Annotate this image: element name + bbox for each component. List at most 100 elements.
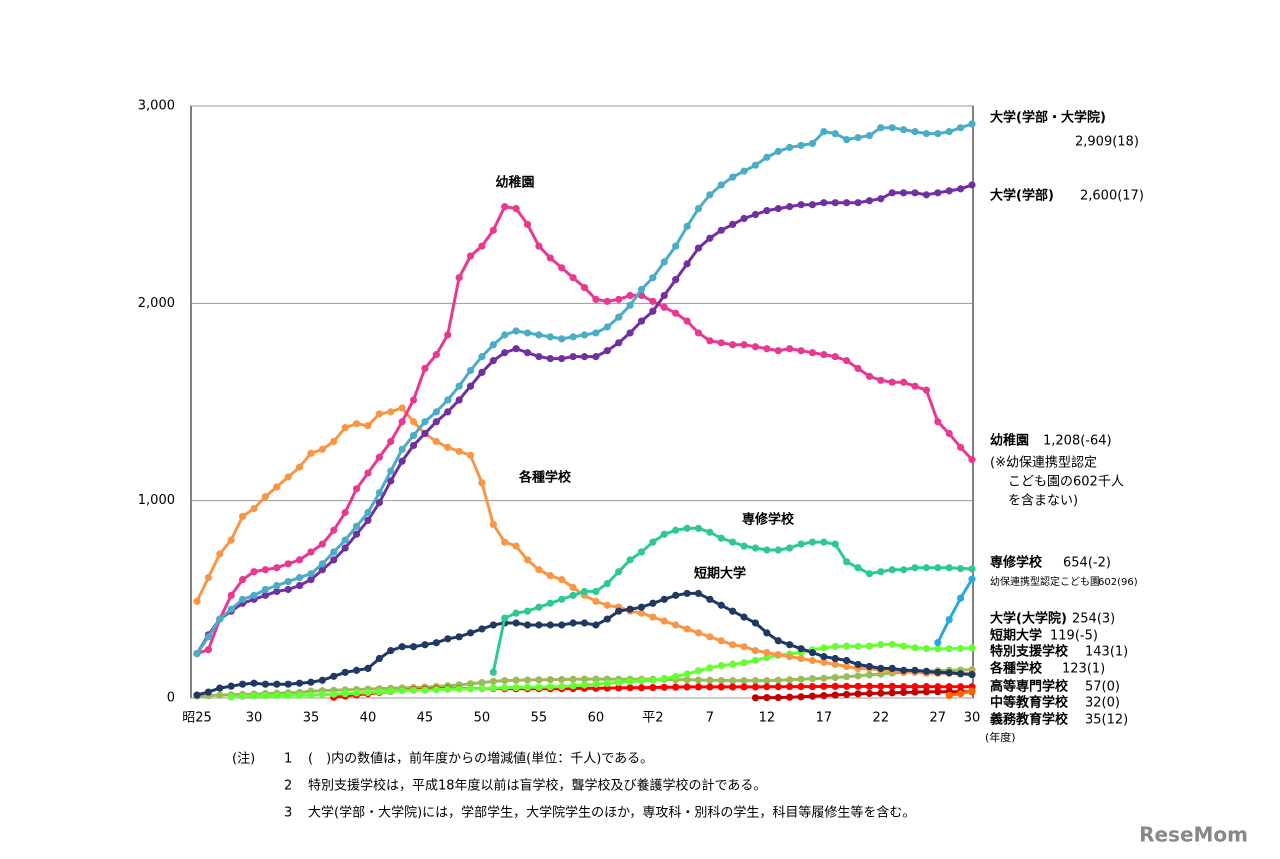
data-point <box>751 647 760 655</box>
data-point <box>387 437 395 446</box>
data-point <box>797 682 805 691</box>
data-point <box>535 676 543 684</box>
data-point <box>945 683 953 691</box>
data-point <box>261 566 269 574</box>
data-point <box>569 333 577 341</box>
data-point <box>820 538 828 546</box>
data-point <box>387 647 395 655</box>
data-point <box>865 689 874 698</box>
data-point <box>204 633 212 641</box>
data-point <box>763 683 771 691</box>
data-point <box>455 633 463 641</box>
data-point <box>626 605 634 613</box>
data-point <box>706 676 714 684</box>
data-point <box>261 493 269 501</box>
data-point <box>341 668 349 676</box>
series-label: 中等教育学校 <box>990 695 1069 711</box>
data-point <box>706 337 714 345</box>
data-point <box>409 396 418 404</box>
data-point <box>957 594 965 602</box>
data-point <box>523 220 532 228</box>
data-point <box>375 499 383 507</box>
data-point <box>854 660 862 669</box>
data-point <box>535 603 543 611</box>
series-end-label: 654(-2) <box>1063 556 1111 571</box>
data-point <box>808 675 817 683</box>
data-point <box>489 226 497 234</box>
data-point <box>945 616 953 624</box>
y-tick-label: 1,000 <box>138 493 175 508</box>
data-point <box>717 226 725 234</box>
data-point <box>398 445 406 453</box>
data-point <box>729 677 737 685</box>
data-point <box>957 185 965 193</box>
data-point <box>478 242 486 250</box>
data-point <box>466 451 475 459</box>
data-point <box>432 437 440 446</box>
data-point <box>330 437 338 446</box>
data-point <box>273 692 281 700</box>
data-point <box>352 530 361 538</box>
data-point <box>569 682 577 690</box>
data-point <box>398 418 406 426</box>
annotation: 短期大学 <box>694 566 746 582</box>
data-point <box>284 577 292 586</box>
data-point <box>854 682 862 690</box>
data-point <box>649 683 657 692</box>
data-point <box>922 667 931 675</box>
data-point <box>957 683 965 691</box>
data-point <box>546 683 554 691</box>
data-point <box>683 524 691 532</box>
data-point <box>831 660 839 669</box>
data-point <box>694 676 703 684</box>
data-point <box>683 683 691 691</box>
note-text: ( )内の数値は，前年度からの増減値(単位：千人)である。 <box>308 751 653 767</box>
data-point <box>592 353 600 361</box>
data-point <box>626 301 634 309</box>
data-point <box>900 126 908 134</box>
data-point <box>489 621 497 629</box>
series-label: 大学(学部) <box>990 188 1054 204</box>
data-point <box>831 540 839 548</box>
data-point <box>957 644 965 653</box>
data-point <box>261 585 269 594</box>
data-point <box>945 187 953 195</box>
data-point <box>364 516 372 525</box>
x-tick-label: 30 <box>246 711 263 726</box>
data-point <box>888 640 896 648</box>
data-point <box>911 682 919 691</box>
data-point <box>295 581 304 590</box>
data-point <box>341 690 349 698</box>
data-point <box>535 242 543 250</box>
data-point <box>546 599 554 607</box>
data-point <box>751 161 760 169</box>
data-point <box>603 601 611 609</box>
data-point <box>774 147 782 155</box>
data-point <box>330 672 338 680</box>
data-point <box>523 683 532 691</box>
data-point <box>877 376 885 384</box>
data-point <box>227 693 235 701</box>
data-point <box>592 329 600 337</box>
data-point <box>580 675 589 683</box>
data-point <box>888 689 896 697</box>
data-point <box>740 341 748 349</box>
data-point <box>854 199 862 207</box>
data-point <box>398 457 406 465</box>
data-point <box>546 572 554 580</box>
data-point <box>649 297 657 305</box>
data-point <box>615 295 623 303</box>
annotation: 幼稚園 <box>495 175 534 191</box>
data-point <box>364 664 372 673</box>
data-point <box>808 682 817 691</box>
data-point <box>558 354 566 363</box>
data-point <box>865 197 874 205</box>
data-point <box>808 349 817 357</box>
data-point <box>535 353 543 361</box>
data-point <box>922 130 931 138</box>
data-point <box>535 566 543 574</box>
data-point <box>774 347 782 355</box>
data-point <box>786 544 794 552</box>
data-point <box>227 591 235 599</box>
data-point <box>831 199 839 207</box>
